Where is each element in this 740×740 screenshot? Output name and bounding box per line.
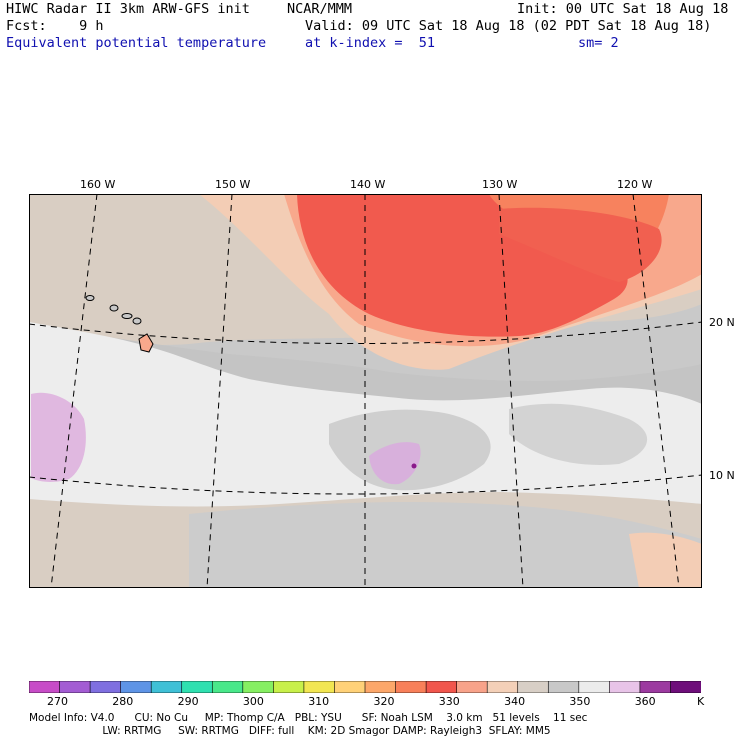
colorbar-swatch: [425, 681, 458, 693]
colorbar-unit: K: [697, 695, 705, 708]
colorbar-swatch: [211, 681, 244, 693]
forecast-hour: Fcst: 9 h: [6, 18, 104, 34]
colorbar-swatch: [395, 681, 427, 693]
colorbar-swatch: [89, 681, 122, 693]
lat-label-10n: 10 N: [709, 469, 735, 482]
colorbar-swatch: [456, 681, 488, 693]
field-325-lobe: [499, 207, 662, 282]
colorbar-swatch: [547, 681, 580, 693]
colorbar-swatch: [670, 681, 701, 693]
hawaii-islands: [85, 295, 154, 353]
colorbar: [29, 681, 701, 693]
lat-label-20n: 20 N: [709, 316, 735, 329]
colorbar-swatch: [517, 681, 550, 693]
gray-patch-east: [509, 403, 648, 465]
field-360-storm: [369, 442, 421, 485]
colorbar-swatch: [364, 681, 397, 693]
storm-center: [411, 463, 417, 469]
field-name: Equivalent potential temperature: [6, 35, 267, 51]
valid-time: Valid: 09 UTC Sat 18 Aug 18 (02 PDT Sat …: [305, 18, 712, 34]
colorbar-swatch: [486, 681, 519, 693]
field-360-west: [31, 392, 86, 482]
colorbar-tick-label: 280: [112, 695, 134, 708]
lon-label-130w: 130 W: [482, 178, 518, 191]
org-label: NCAR/MMM: [287, 1, 353, 17]
lon-label-140w: 140 W: [350, 178, 386, 191]
colorbar-swatch: [150, 681, 183, 693]
colorbar-tick-label: 330: [438, 695, 460, 708]
colorbar-swatch: [181, 681, 214, 693]
colorbar-swatch: [242, 681, 275, 693]
colorbar-tick-label: 290: [177, 695, 199, 708]
colorbar-swatch: [273, 681, 305, 693]
lon-label-120w: 120 W: [617, 178, 653, 191]
model-title: HIWC Radar II 3km ARW-GFS init: [6, 1, 250, 17]
theta-e-map: [29, 194, 702, 588]
colorbar-swatch: [59, 681, 91, 693]
colorbar-tick-label: 270: [47, 695, 68, 708]
colorbar-swatch: [120, 681, 152, 693]
colorbar-swatch: [609, 681, 641, 693]
lon-label-160w: 160 W: [80, 178, 116, 191]
colorbar-tick-label: 310: [308, 695, 330, 708]
smoothing: sm= 2: [578, 35, 619, 51]
model-info-line1: Model Info: V4.0 CU: No Cu MP: Thomp C/A…: [29, 712, 588, 724]
colorbar-tick-label: 300: [242, 695, 264, 708]
colorbar-tick-label: 340: [504, 695, 526, 708]
colorbar-tick-label: 360: [634, 695, 656, 708]
colorbar-tick-label: 320: [373, 695, 395, 708]
field-325-region: [297, 194, 628, 337]
colorbar-swatch: [639, 681, 672, 693]
model-info-line2: LW: RRTMG SW: RRTMG DIFF: full KM: 2D Sm…: [29, 725, 551, 737]
field-lower-gray: [189, 502, 702, 588]
level-index: at k-index = 51: [305, 35, 436, 51]
colorbar-swatch: [334, 681, 366, 693]
init-time: Init: 00 UTC Sat 18 Aug 18: [517, 1, 729, 17]
field-lower-salmon: [629, 532, 702, 588]
graticule: [29, 194, 702, 588]
colorbar-swatch: [303, 681, 336, 693]
colorbar-swatch: [578, 681, 611, 693]
colorbar-tick-label: 350: [569, 695, 591, 708]
colorbar-swatch: [29, 681, 61, 693]
lon-label-150w: 150 W: [215, 178, 251, 191]
